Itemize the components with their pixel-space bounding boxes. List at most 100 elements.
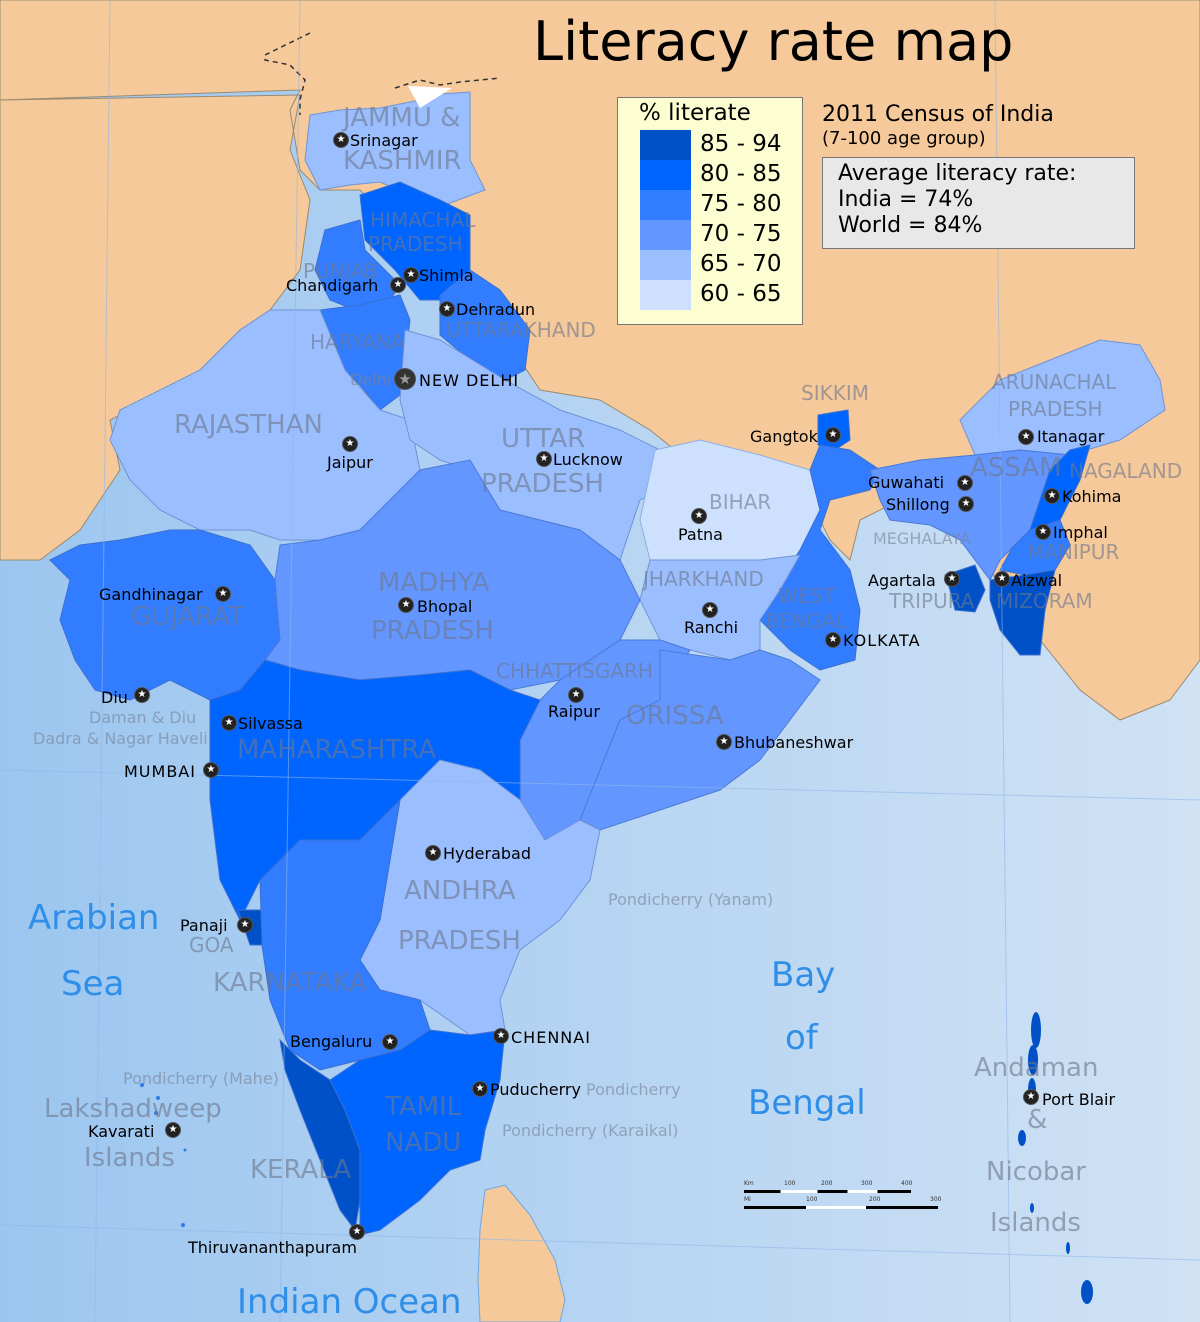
capital-star-icon: ★ bbox=[238, 918, 252, 932]
national-capital-star-icon: ★ bbox=[395, 369, 415, 389]
state-label: ORISSA bbox=[626, 701, 724, 731]
legend-swatch bbox=[640, 250, 691, 280]
city-label: Agartala bbox=[868, 571, 936, 590]
state-uttarakhand bbox=[439, 269, 531, 381]
state-label: PRADESH bbox=[1008, 397, 1103, 421]
disputed-border bbox=[264, 32, 501, 115]
legend-swatch bbox=[640, 130, 691, 160]
scale-km-tick: 100 bbox=[784, 1180, 796, 1187]
legend-label: 85 - 94 bbox=[700, 131, 782, 157]
ut-label: Dadra & Nagar Haveli bbox=[33, 729, 208, 748]
legend-item: 85 - 94 bbox=[640, 130, 800, 160]
capital-star-icon: ★ bbox=[404, 268, 418, 282]
city-label: CHENNAI bbox=[511, 1028, 591, 1047]
state-label: TAMIL bbox=[385, 1092, 462, 1122]
average-literacy-box: Average literacy rate: India = 74% World… bbox=[822, 157, 1135, 249]
city-label: Shimla bbox=[419, 266, 474, 285]
legend-swatch bbox=[640, 160, 691, 190]
city-label: Diu bbox=[101, 688, 128, 707]
capital-star-icon: ★ bbox=[995, 572, 1009, 586]
scale-km-label: Km bbox=[744, 1180, 754, 1187]
state-west-bengal bbox=[759, 444, 881, 671]
capital-star-icon: ★ bbox=[343, 437, 357, 451]
state-label: JAMMU & bbox=[343, 103, 461, 133]
state-label: ANDHRA bbox=[404, 876, 516, 906]
lakshadweep bbox=[140, 1083, 187, 1227]
state-label: KASHMIR bbox=[343, 146, 462, 176]
sea-label-arabian: Arabian bbox=[28, 898, 160, 938]
state-label: SIKKIM bbox=[801, 381, 869, 405]
city-label: Bhopal bbox=[417, 597, 473, 616]
capital-star-icon: ★ bbox=[399, 598, 413, 612]
state-label: BENGAL bbox=[765, 609, 847, 633]
state-label: CHHATTISGARH bbox=[496, 659, 653, 683]
scale-mi-tick: 300 bbox=[930, 1196, 942, 1203]
state-label: Islands bbox=[84, 1143, 175, 1173]
india-average: India = 74% bbox=[838, 187, 974, 212]
state-label: UTTAR bbox=[501, 424, 586, 454]
city-label: Bengaluru bbox=[290, 1032, 373, 1051]
state-label: MAHARASHTRA bbox=[237, 735, 437, 765]
scale-km-bar bbox=[744, 1190, 911, 1193]
sea-label-bay: Bay bbox=[771, 955, 836, 995]
state-label: Andaman bbox=[974, 1053, 1099, 1083]
city-label: Gangtok bbox=[750, 427, 818, 446]
ut-label: Pondicherry (Karaikal) bbox=[502, 1121, 679, 1140]
city-label: MUMBAI bbox=[124, 762, 196, 781]
sea-label-bay: of bbox=[785, 1018, 818, 1058]
state-label: MIZORAM bbox=[996, 589, 1093, 613]
legend-swatch bbox=[640, 280, 691, 310]
state-jammu-kashmir bbox=[304, 91, 486, 206]
state-label: KERALA bbox=[250, 1155, 352, 1185]
legend-label: 65 - 70 bbox=[700, 251, 782, 277]
sea-label-indian-ocean: Indian Ocean bbox=[237, 1282, 462, 1322]
city-label: Guwahati bbox=[868, 473, 945, 492]
capital-star-icon: ★ bbox=[350, 1225, 364, 1239]
state-label: & bbox=[1027, 1105, 1048, 1135]
capital-star-icon: ★ bbox=[222, 716, 236, 730]
capital-star-icon: ★ bbox=[494, 1029, 508, 1043]
state-karnataka bbox=[259, 798, 431, 1071]
city-label: Puducherry bbox=[490, 1080, 581, 1099]
city-label: Shillong bbox=[886, 495, 950, 514]
capital-star-icon: ★ bbox=[1045, 489, 1059, 503]
disputed-area bbox=[408, 86, 452, 108]
legend-item: 60 - 65 bbox=[640, 280, 800, 310]
city-label: Chandigarh bbox=[286, 276, 379, 295]
city-label: Silvassa bbox=[238, 714, 303, 733]
legend-item: 65 - 70 bbox=[640, 250, 800, 280]
world-average: World = 84% bbox=[838, 213, 983, 238]
state-label: HIMACHAL bbox=[370, 208, 476, 232]
capital-star-icon: ★ bbox=[703, 603, 717, 617]
capital-star-icon: ★ bbox=[426, 846, 440, 860]
state-label: NAGALAND bbox=[1069, 459, 1183, 483]
sri-lanka bbox=[477, 1184, 566, 1322]
state-label: BIHAR bbox=[709, 490, 772, 514]
state-tamil-nadu bbox=[329, 1029, 506, 1236]
capital-star-icon: ★ bbox=[473, 1082, 487, 1096]
city-label: Dehradun bbox=[456, 300, 536, 319]
state-label: PRADESH bbox=[481, 469, 604, 499]
legend-label: 75 - 80 bbox=[700, 191, 782, 217]
legend-item: 75 - 80 bbox=[640, 190, 800, 220]
city-label: KOLKATA bbox=[843, 631, 921, 650]
capital-star-icon: ★ bbox=[826, 633, 840, 647]
city-label: Patna bbox=[678, 525, 723, 544]
scale-km-tick: 300 bbox=[861, 1180, 873, 1187]
legend-swatch bbox=[640, 190, 691, 220]
capital-star-icon: ★ bbox=[135, 688, 149, 702]
average-heading: Average literacy rate: bbox=[838, 161, 1077, 186]
city-label: Kavarati bbox=[88, 1122, 155, 1141]
state-label: Islands bbox=[990, 1208, 1081, 1238]
capital-star-icon: ★ bbox=[537, 452, 551, 466]
state-label: PRADESH bbox=[398, 926, 521, 956]
city-label: NEW DELHI bbox=[419, 371, 520, 390]
legend-item: 70 - 75 bbox=[640, 220, 800, 250]
legend: % literate 85 - 94 80 - 85 75 - 80 70 - … bbox=[617, 97, 803, 325]
legend-title: % literate bbox=[639, 100, 751, 126]
capital-star-icon: ★ bbox=[959, 497, 973, 511]
state-label: RAJASTHAN bbox=[174, 410, 323, 440]
state-label: WEST bbox=[778, 584, 836, 608]
state-kerala bbox=[279, 1038, 361, 1232]
legend-label: 70 - 75 bbox=[700, 221, 782, 247]
